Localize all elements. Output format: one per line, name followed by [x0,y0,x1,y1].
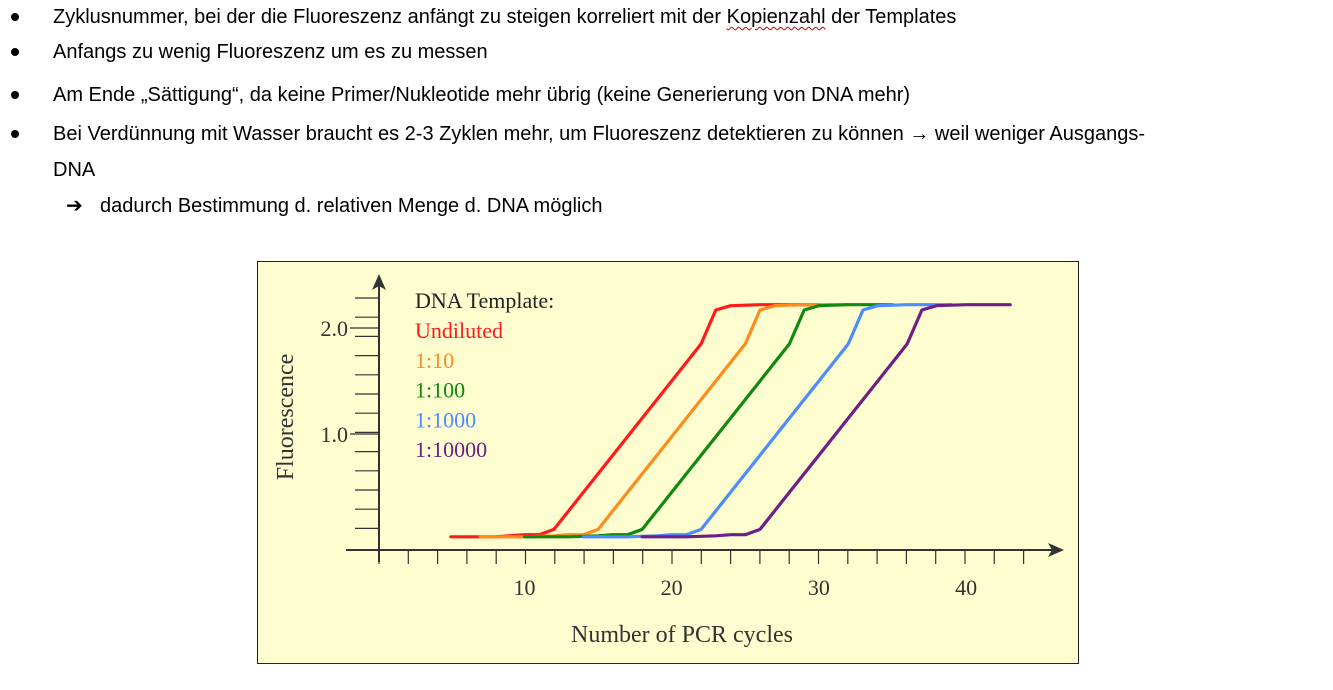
curve-undiluted [449,303,821,539]
legend-entry: 1:100 [415,378,465,403]
chart-curves [449,303,1012,539]
bullet-dot [11,91,19,99]
x-tick-label: 40 [955,575,977,600]
chart-ticks: 10 20 30 40 1.0 2.0 [321,297,1025,600]
pcr-chart-figure: 10 20 30 40 1.0 2.0 DNA Template: Undiluted 1:1… [257,261,1079,664]
spellcheck-marked-word: Kopienzahl [726,6,826,28]
bullet-dot [11,130,19,138]
legend-title: DNA Template: [415,288,554,313]
x-axis-arrowhead [1048,543,1064,557]
arrow-right-icon: ➔ [66,195,83,217]
sub-bullet-text: dadurch Bestimmung d. relativen Menge d.… [100,195,603,217]
curve-1-100 [522,303,895,539]
x-axis-label: Number of PCR cycles [571,622,793,648]
legend-entry: 1:10000 [415,437,487,462]
sub-bullet: ➔ dadurch Bestimmung d. relativen Menge d… [66,193,602,219]
y-axis-label: Fluorescence [273,354,299,481]
chart-legend: DNA Template: Undiluted 1:10 1:100 1:1000 1:1… [415,288,554,462]
x-tick-label: 20 [661,575,683,600]
bullet-text: Am Ende „Sättigung“, da keine Primer/Nuk… [53,84,911,106]
legend-entry: 1:10 [415,348,454,373]
x-tick-label: 30 [808,575,830,600]
bullet-text: Bei Verdünnung mit Wasser braucht es 2-3… [53,123,1146,145]
legend-entry: 1:1000 [415,407,476,432]
pcr-amplification-chart: 10 20 30 40 1.0 2.0 DNA Template: Undiluted 1:1… [273,274,1064,648]
y-tick-label: 2.0 [321,316,349,341]
legend-entry: Undiluted [415,318,503,343]
bullet-dot [11,48,19,56]
bullet-text-continuation: DNA [53,159,96,181]
y-axis-arrowhead [372,274,386,290]
y-tick-label: 1.0 [321,422,349,447]
curve-1-10000 [640,303,1012,539]
x-tick-label: 10 [513,575,535,600]
bullet-dot [11,13,19,21]
bullet-text: Anfangs zu wenig Fluoreszenz um es zu me… [53,41,488,63]
bullet-text: Zyklusnummer, bei der die Fluoreszenz an… [53,6,957,28]
